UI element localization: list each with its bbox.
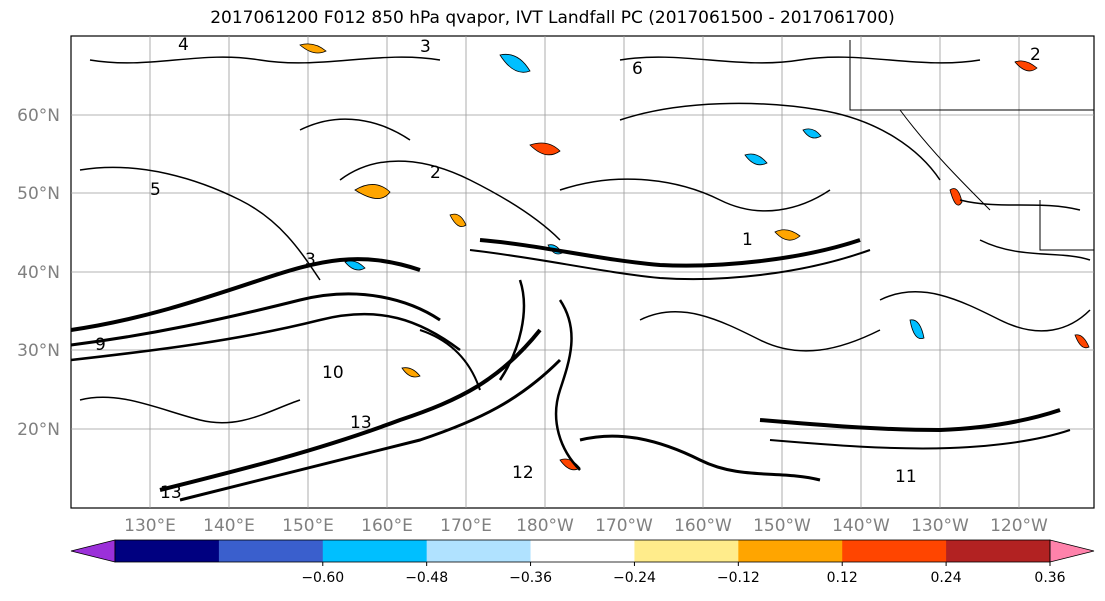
colorbar-segment: [946, 540, 1051, 562]
contour-labels: 4 3 6 2 5 3 2 1 9 10 13 12 11 13: [95, 35, 1041, 503]
colorbar-tick-label: −0.48: [405, 570, 448, 586]
contour-label: 2: [430, 163, 441, 183]
map-title: 2017061200 F012 850 hPa qvapor, IVT Land…: [210, 8, 895, 28]
lon-label: 130°E: [124, 516, 176, 536]
contour-label: 2: [1030, 45, 1041, 65]
colorbar-extend-low: [70, 539, 116, 563]
lat-label-30n: 30°N: [17, 341, 60, 361]
lat-label-60n: 60°N: [17, 106, 60, 126]
ivt-contour-lines: [70, 56, 1091, 502]
colorbar-segment: [426, 540, 532, 562]
colorbar-segment: [530, 540, 635, 562]
longitude-labels: 130°E 140°E 150°E 160°E 170°E 180°W 170°…: [124, 516, 1048, 536]
lon-label: 180°W: [516, 516, 574, 536]
colorbar-segment: [218, 540, 324, 562]
colorbar-segment: [322, 540, 428, 562]
lon-label: 160°W: [674, 516, 732, 536]
lon-label: 140°E: [203, 516, 255, 536]
colorbar-extend-high: [1049, 539, 1095, 563]
colorbar-segment: [842, 540, 947, 562]
contour-label: 13: [350, 413, 372, 433]
latitude-labels: 60°N 50°N 40°N 30°N 20°N: [17, 106, 60, 440]
lat-label-20n: 20°N: [17, 420, 60, 440]
lat-label-40n: 40°N: [17, 263, 60, 283]
lon-label: 150°E: [282, 516, 334, 536]
lon-label: 170°W: [595, 516, 653, 536]
lon-label: 120°W: [990, 516, 1048, 536]
contour-label: 13: [160, 483, 182, 503]
lon-label: 140°W: [832, 516, 890, 536]
contour-label: 4: [178, 35, 189, 55]
colorbar-segment: [738, 540, 843, 562]
contour-label: 11: [895, 467, 917, 487]
colorbar-tick-label: −0.60: [301, 570, 344, 586]
contour-label: 9: [95, 335, 106, 355]
qvapor-anomaly-patches: [299, 43, 1090, 471]
contour-label: 6: [632, 59, 643, 79]
lat-label-50n: 50°N: [17, 184, 60, 204]
contour-label: 12: [512, 463, 534, 483]
colorbar-tick-label: −0.24: [613, 570, 656, 586]
contour-label: 10: [322, 363, 344, 383]
colorbar-segment: [115, 540, 220, 562]
colorbar-tick-label: 0.12: [827, 570, 858, 586]
contour-label: 3: [305, 250, 316, 270]
colorbar-tick-label: 0.24: [931, 570, 962, 586]
lon-label: 150°W: [753, 516, 811, 536]
contour-label: 3: [420, 37, 431, 57]
contour-label: 1: [742, 230, 753, 250]
coastline: [849, 40, 1094, 251]
colorbar-ticks: −0.60−0.48−0.36−0.24−0.120.120.240.360.4…: [301, 562, 1066, 586]
contour-label: 5: [150, 180, 161, 200]
colorbar-tick-label: 0.36: [1034, 570, 1065, 586]
colorbar: [70, 539, 1095, 563]
lon-label: 170°E: [440, 516, 492, 536]
colorbar-tick-label: −0.12: [717, 570, 760, 586]
lon-label: 160°E: [361, 516, 413, 536]
colorbar-segment: [634, 540, 739, 562]
colorbar-outline: [114, 539, 1051, 563]
lon-label: 130°W: [911, 516, 969, 536]
colorbar-tick-label: −0.36: [509, 570, 552, 586]
